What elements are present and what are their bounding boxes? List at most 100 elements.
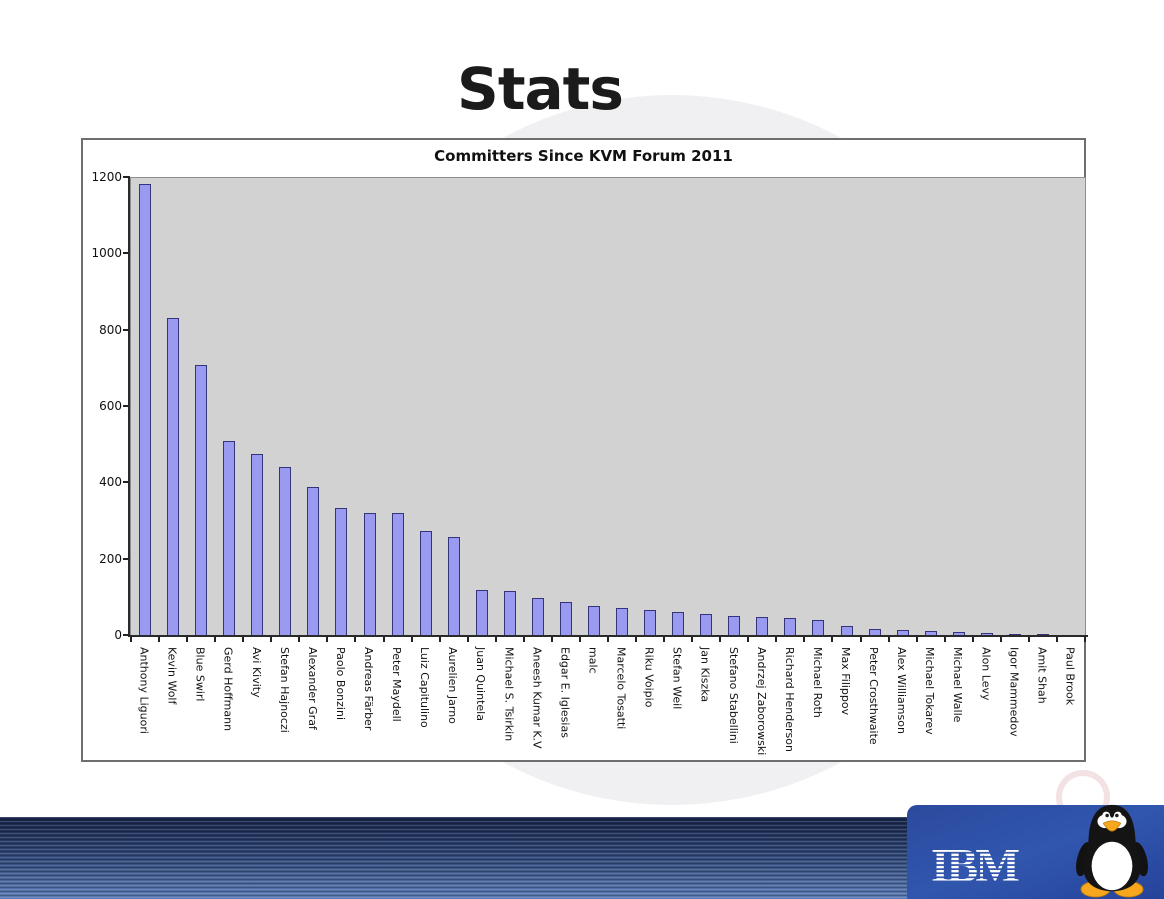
x-tick-label: Paul Brook [1063,647,1077,706]
bar-chart: Committers Since KVM Forum 2011 Anthony … [81,138,1088,762]
y-axis-tick [123,405,129,407]
bar [784,618,797,636]
x-tick-label: Stefano Stabellini [726,647,740,744]
x-axis-tick [831,637,834,642]
bar [812,620,825,636]
bar [307,487,320,636]
x-tick-label: Max Filippov [839,647,852,716]
x-axis-tick [466,637,469,642]
x-tick-label: Peter Maydell [390,647,404,722]
tux-penguin-icon [1076,804,1148,898]
x-tick-label: Michael Walle [951,647,965,723]
bar [559,602,572,636]
x-tick-label: Jan Kiszka [698,647,712,703]
x-axis-tick [130,637,132,642]
x-tick-label: Aurelien Jarno [446,647,460,724]
ibm-logo: IBM [931,840,1022,891]
bar [391,513,404,636]
page-title: Stats [457,55,624,123]
x-axis-tick [522,637,525,642]
x-tick-label: Michael Roth [810,647,824,718]
y-axis-tick [123,176,129,178]
x-axis-tick [803,637,806,642]
x-tick-label: Alon Levy [979,647,993,701]
bar [756,617,769,636]
x-tick-label: Anthony Liguori [137,647,151,734]
bar [587,606,600,636]
x-axis-tick [887,637,890,642]
x-tick-label: Alex Williamson [895,647,909,734]
x-axis-tick [775,637,778,642]
x-axis-tick [550,637,553,642]
x-axis-tick [635,637,638,642]
x-axis-tick [971,637,974,642]
x-axis-tick [691,637,694,642]
x-tick-label: Stefan Weil [670,647,684,710]
x-axis-tick [747,637,750,642]
bar [728,616,741,636]
y-axis-tick [123,252,129,255]
x-tick-label: Andreas Färber [362,647,375,731]
bar [195,365,208,636]
bar [672,612,685,636]
svg-text:IBM: IBM [931,840,1019,891]
x-tick-label: Michael Tokarev [923,647,937,735]
bar [363,513,376,636]
x-axis-tick [915,637,918,642]
y-axis-tick [123,328,129,331]
bar [868,629,881,636]
x-tick-label: Riku Voipio [642,647,656,708]
x-tick-label: Edgar E. Iglesias [558,647,572,738]
bar [616,608,629,636]
bar [840,626,853,636]
x-tick-label: malc [586,647,600,674]
x-tick-label: Gerd Hoffmann [221,647,235,732]
bar [531,598,544,636]
bar [139,184,152,636]
y-axis-tick [123,634,129,636]
x-tick-label: Avi Kivity [249,647,263,698]
bar [419,531,432,636]
y-axis-line [128,176,130,637]
chart-title: Committers Since KVM Forum 2011 [434,147,733,165]
y-tick-label: 600 [99,399,122,413]
y-axis-tick [123,481,129,484]
x-axis-tick [382,637,385,642]
x-axis-tick [943,637,946,642]
x-tick-label: Aneesh Kumar K.V [530,647,544,749]
bar [223,441,236,636]
x-axis-tick [326,637,329,642]
x-axis-tick [270,637,273,642]
x-axis-tick [494,637,497,642]
x-axis-tick [242,637,245,642]
bar [335,508,348,636]
x-tick-label: Blue Swirl [193,647,207,702]
y-tick-label: 800 [99,322,122,337]
bar [503,591,516,636]
x-axis-tick [859,637,862,642]
x-axis-tick [438,637,441,642]
x-tick-label: Igor Mammedov [1007,647,1021,737]
x-tick-label: Michael S. Tsirkin [502,647,516,742]
bar [167,318,180,636]
x-axis-tick [410,637,413,642]
x-tick-label: Amit Shah [1035,647,1049,704]
x-tick-label: Andrzej Zaborowski [754,647,768,756]
x-tick-label: Alexander Graf [305,647,319,730]
x-tick-label: Richard Henderson [782,647,796,752]
bar [980,633,993,636]
x-axis-tick [1084,637,1086,642]
y-tick-label: 400 [99,475,122,490]
x-axis-tick [578,637,581,642]
bar [952,632,965,636]
x-axis-tick [298,637,301,642]
y-tick-label: 0 [114,628,122,642]
y-tick-label: 200 [99,551,122,566]
x-axis-tick [1027,637,1030,642]
bar [924,631,937,636]
x-axis-tick [214,637,217,642]
bar [447,537,460,636]
y-tick-label: 1000 [91,246,122,261]
x-axis-tick [719,637,722,642]
x-axis-tick [663,637,666,642]
